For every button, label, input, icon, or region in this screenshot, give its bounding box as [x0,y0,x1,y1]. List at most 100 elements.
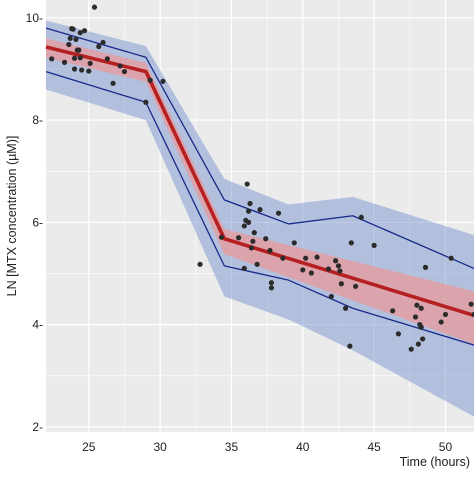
data-point [160,78,166,84]
data-point [390,308,396,314]
data-point [254,261,260,267]
prediction-interval-band [46,20,474,417]
data-point [352,283,359,289]
observed-points [49,4,474,352]
y-tick-label: 10- [26,11,43,25]
y-tick-label: 2- [32,420,43,434]
data-point [244,181,250,187]
data-point [343,305,349,311]
data-point [422,264,429,270]
data-point [267,247,273,254]
data-point [143,99,149,105]
data-point [335,263,342,269]
data-point [71,66,78,72]
data-point [442,311,449,318]
data-point [348,240,354,246]
data-point [241,223,247,229]
y-axis-title: LN [MTX concentration (µM)] [5,136,19,297]
data-point [448,255,454,261]
data-point [468,301,474,307]
data-point [418,324,424,330]
y-axis-ticks: 2- 4- 6- 8- 10- [26,11,43,434]
series-line-lower [45,70,474,346]
data-point [79,67,85,73]
x-tick-label: 40 [296,440,310,454]
data-point [197,261,203,267]
series-line-median [45,45,474,318]
data-point [247,200,253,207]
x-tick-label: 35 [225,440,239,454]
data-point [303,255,309,261]
data-point [418,305,424,311]
data-point [338,281,344,287]
data-point [147,77,153,83]
data-point [408,346,414,352]
data-point [236,235,242,241]
series-line-upper [45,27,474,269]
data-point [333,258,339,264]
data-point [275,210,282,216]
data-point [371,242,377,248]
data-point [347,343,353,349]
data-point [300,267,306,273]
data-point [257,207,263,213]
data-point [104,56,110,62]
data-point [308,270,314,276]
data-point [77,30,83,36]
data-point [263,236,269,242]
data-point [70,26,76,32]
data-point [61,59,68,65]
y-tick-label: 8- [32,113,43,127]
data-point [81,28,88,34]
data-point [86,68,92,74]
data-point [76,47,82,53]
data-point [218,234,225,240]
y-tick-label: 6- [32,215,43,229]
data-point [251,230,257,236]
data-point [268,285,275,291]
data-point [291,240,297,246]
data-point [280,255,286,261]
data-point [471,311,474,318]
data-point [328,293,334,300]
data-point [121,68,128,75]
data-point [67,35,73,41]
x-tick-label: 50 [439,440,453,454]
data-point [314,254,320,260]
data-point [96,43,102,50]
data-point [412,314,419,320]
prediction-band-area [46,20,474,417]
data-point [415,341,421,347]
data-point [110,80,116,86]
data-point [49,56,55,62]
data-point [71,55,78,61]
y-tick-label: 4- [32,318,43,332]
x-axis-ticks: 25 30 35 40 45 50 [82,440,452,454]
x-tick-label: 25 [82,440,96,454]
data-point [87,60,93,66]
data-point [117,63,123,69]
data-point [420,336,426,342]
data-point [248,245,255,251]
x-tick-label: 45 [367,440,381,454]
data-point [358,214,364,220]
data-point [66,41,72,48]
data-point [91,4,98,10]
data-point [245,208,252,214]
mean-confidence-band [46,38,474,345]
x-tick-label: 30 [153,440,167,454]
data-point [438,319,444,325]
data-point [241,265,247,272]
data-point [414,302,420,308]
series-lines [45,27,474,346]
mean-band-area [46,38,474,345]
data-point [268,280,275,286]
data-point [325,266,332,272]
data-point [77,55,83,61]
data-point [100,39,106,46]
data-point [245,219,252,225]
x-axis-title: Time (hours) [400,455,470,469]
data-point [337,268,343,274]
data-point [250,238,256,244]
